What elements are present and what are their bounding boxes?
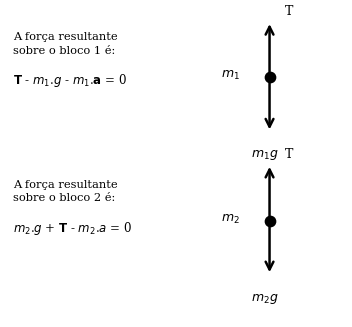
Text: T: T xyxy=(285,5,294,18)
Text: $m_2$: $m_2$ xyxy=(221,213,240,226)
Text: $m_2$.$g$ + $\mathbf{T}$ - $m_2$.$a$ = 0: $m_2$.$g$ + $\mathbf{T}$ - $m_2$.$a$ = 0 xyxy=(13,219,132,236)
Text: $m_2 g$: $m_2 g$ xyxy=(251,292,278,306)
Point xyxy=(267,218,272,224)
Text: A força resultante
sobre o bloco 1 é:: A força resultante sobre o bloco 1 é: xyxy=(13,32,118,56)
Text: $\mathbf{T}$ - $m_1$.$g$ - $m_1$.$\mathbf{a}$ = 0: $\mathbf{T}$ - $m_1$.$g$ - $m_1$.$\mathb… xyxy=(13,72,127,89)
Point xyxy=(267,74,272,79)
Text: $m_1 g$: $m_1 g$ xyxy=(251,148,278,162)
Text: A força resultante
sobre o bloco 2 é:: A força resultante sobre o bloco 2 é: xyxy=(13,180,118,203)
Text: T: T xyxy=(285,148,294,161)
Text: $m_1$: $m_1$ xyxy=(221,69,240,82)
